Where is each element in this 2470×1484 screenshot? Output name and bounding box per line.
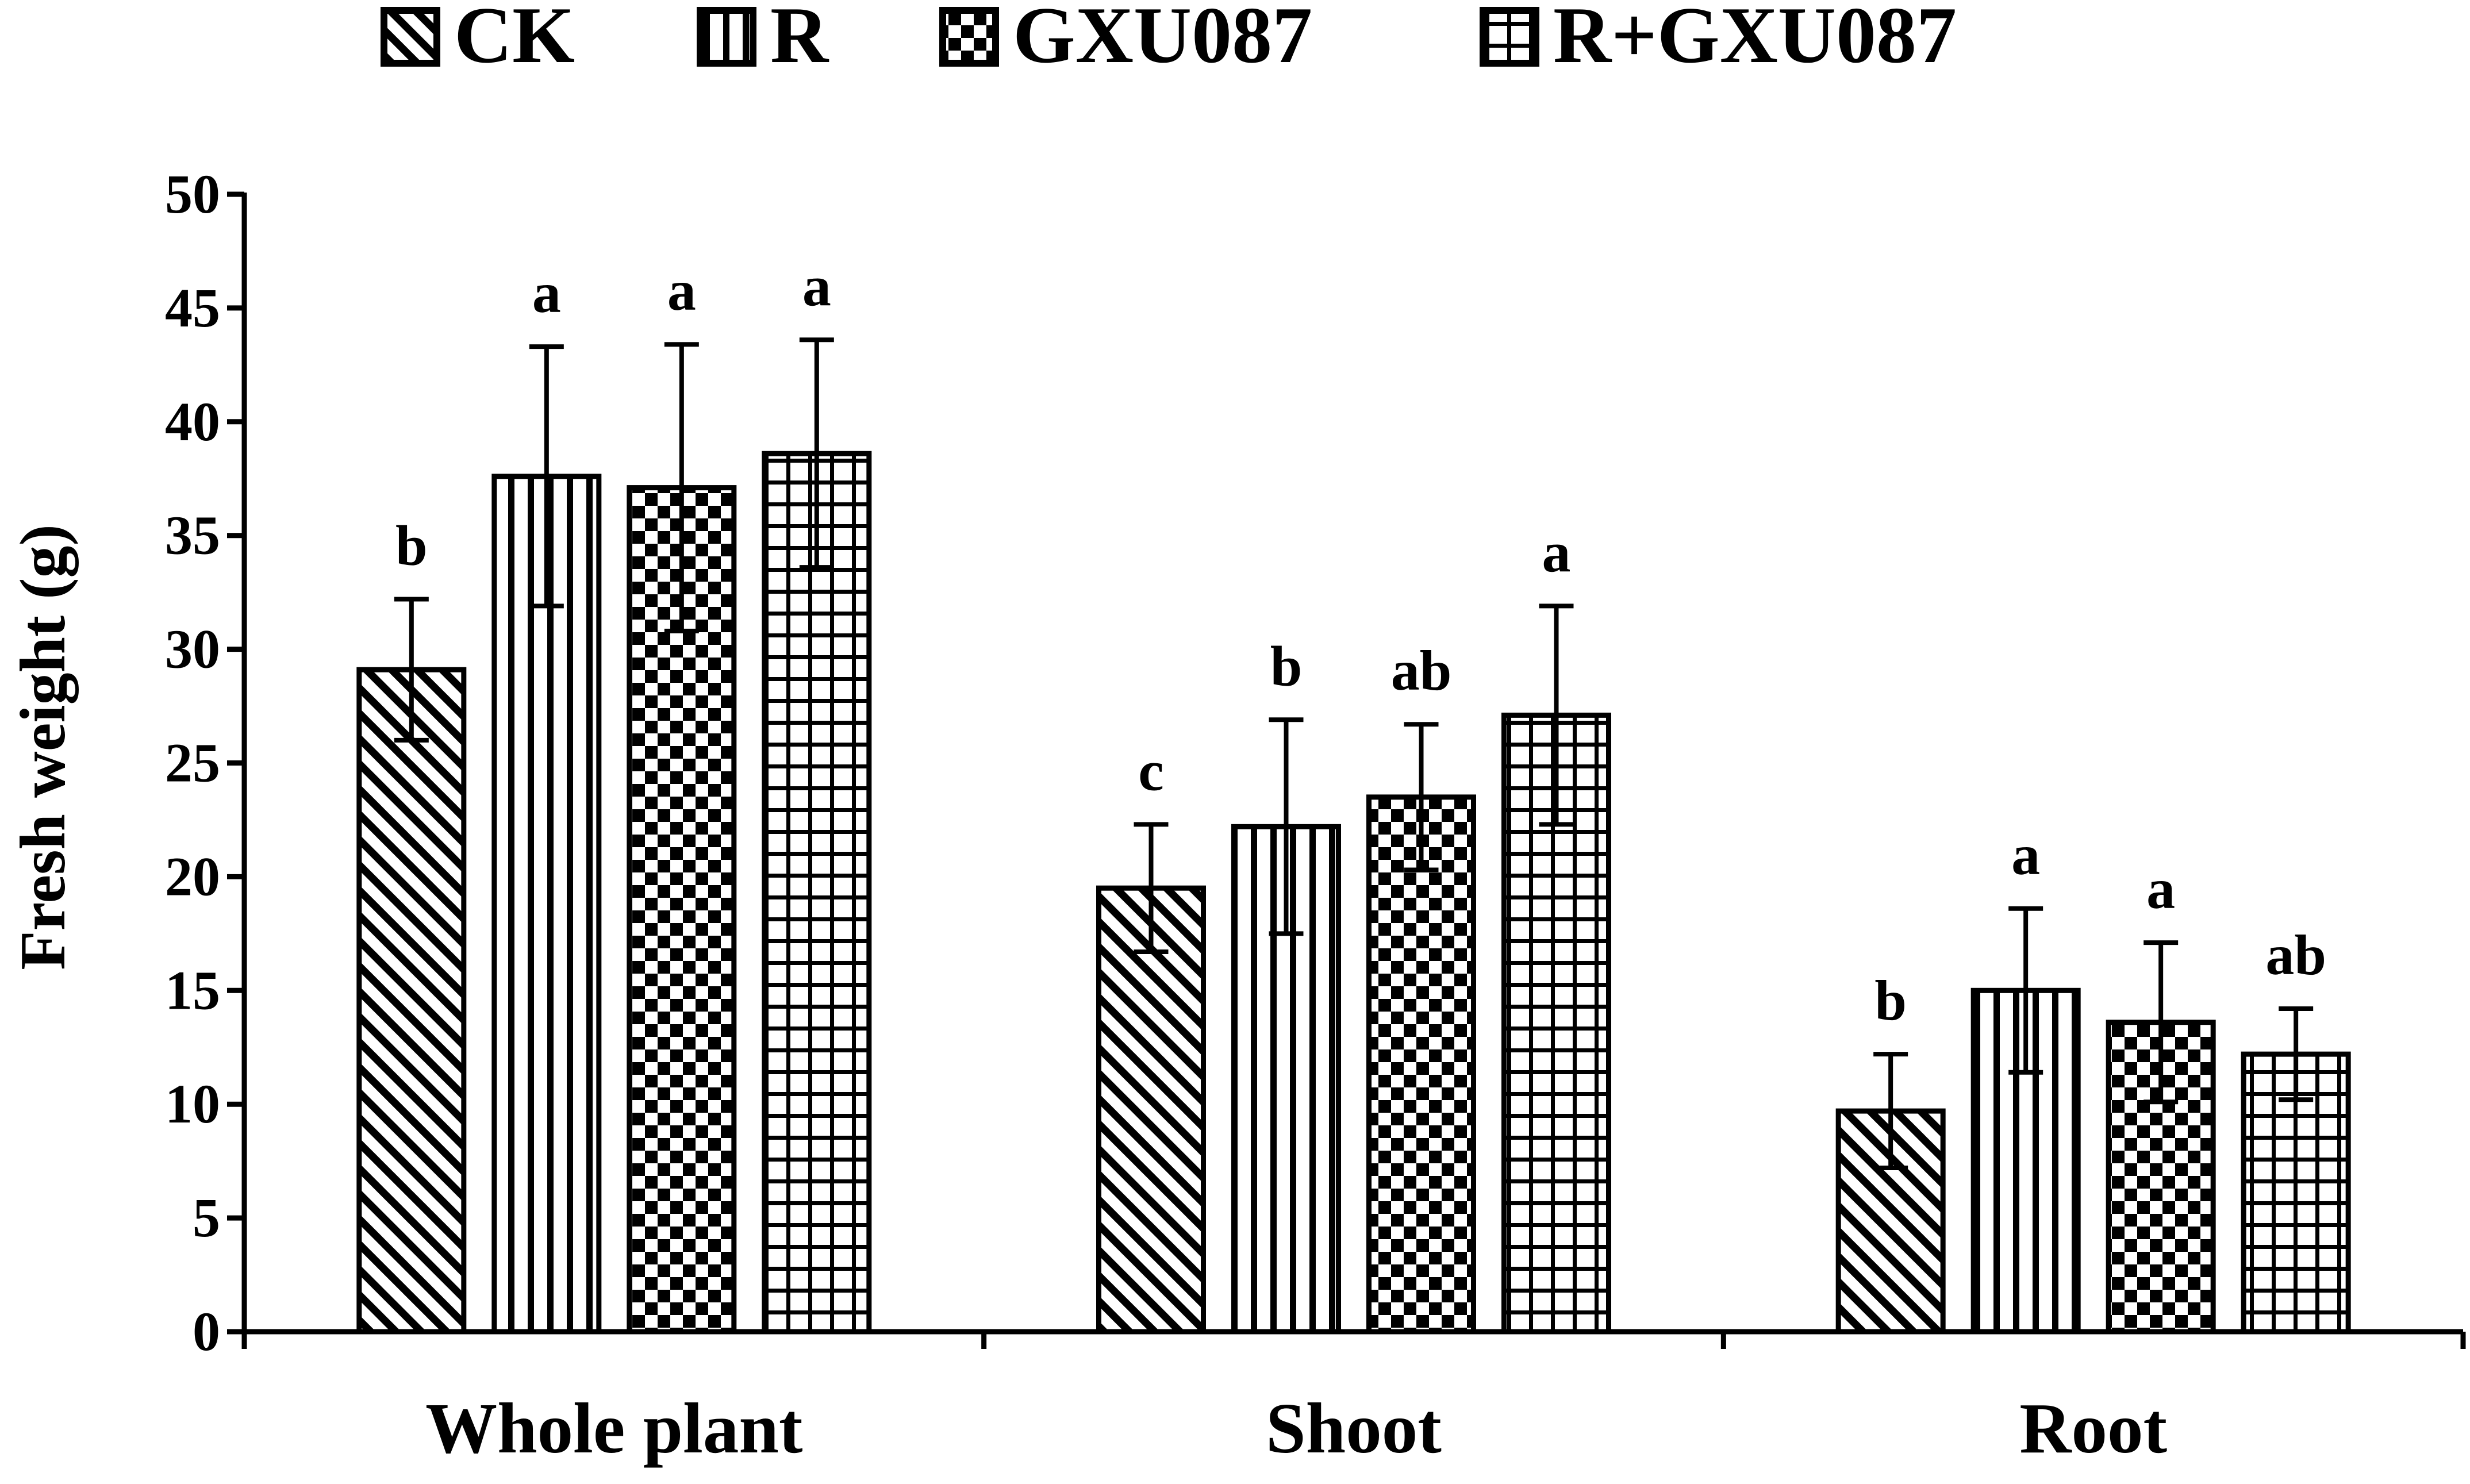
- significance-label-shoot-r-gxu087: a: [1542, 520, 1571, 584]
- legend-item-ck: CK: [381, 0, 575, 80]
- y-tick-label: 35: [165, 505, 220, 566]
- bar-whole-plant-r-gxu087: [762, 451, 872, 1335]
- significance-label-whole-plant-gxu087: a: [667, 259, 696, 322]
- legend-item-r-gxu087: R+GXU087: [1480, 0, 1957, 80]
- y-tick-label: 20: [165, 845, 220, 907]
- significance-label-shoot-r: b: [1270, 634, 1303, 698]
- bar-shoot-ck: [1096, 885, 1206, 1335]
- y-tick-label: 0: [193, 1301, 220, 1362]
- legend-label-gxu087: GXU087: [1013, 0, 1312, 80]
- significance-label-shoot-ck: c: [1138, 739, 1163, 802]
- y-axis-title: Fresh weight (g): [7, 524, 79, 970]
- significance-label-root-r: a: [2011, 823, 2040, 887]
- x-axis: Whole plant Shoot Root: [241, 1329, 2466, 1468]
- significance-label-root-gxu087: a: [2146, 857, 2175, 921]
- significance-label-shoot-gxu087: ab: [1391, 639, 1452, 702]
- y-tick-label: 30: [165, 618, 220, 680]
- legend-swatch-r-gxu087: [1480, 7, 1539, 67]
- legend-item-r: R: [697, 0, 829, 80]
- significance-label-whole-plant-r-gxu087: a: [802, 254, 831, 318]
- legend-label-r-gxu087: R+GXU087: [1553, 0, 1957, 80]
- significance-label-root-ck: b: [1874, 968, 1907, 1032]
- y-tick-label: 5: [193, 1187, 220, 1248]
- significance-label-whole-plant-ck: b: [395, 514, 428, 578]
- y-tick-label: 40: [165, 391, 220, 452]
- x-tick-label-whole-plant: Whole plant: [425, 1389, 803, 1468]
- y-tick-label: 15: [165, 959, 220, 1021]
- y-axis: 0 5 10 15 20 25 30 35 40 45 50: [165, 163, 247, 1362]
- bar-whole-plant-ck: [356, 667, 467, 1335]
- bar-shoot-gxu087: [1366, 794, 1476, 1335]
- y-tick-label: 45: [165, 277, 220, 339]
- significance-label-whole-plant-r: a: [532, 261, 561, 325]
- legend-label-r: R: [770, 0, 829, 80]
- significance-label-root-r-gxu087: ab: [2265, 923, 2326, 987]
- legend-swatch-gxu087: [939, 7, 999, 67]
- legend-item-gxu087: GXU087: [939, 0, 1312, 80]
- y-tick-label: 10: [165, 1073, 220, 1135]
- bar-whole-plant-r: [491, 474, 602, 1335]
- x-tick-label-root: Root: [2019, 1389, 2167, 1468]
- y-tick-label: 25: [165, 732, 220, 794]
- legend-swatch-r: [697, 7, 756, 67]
- legend-swatch-ck: [381, 7, 440, 67]
- legend-label-ck: CK: [454, 0, 575, 80]
- legend: CK R GXU087 R+GXU087: [381, 0, 1957, 80]
- y-tick-label: 50: [165, 163, 220, 225]
- x-tick-label-shoot: Shoot: [1266, 1389, 1442, 1468]
